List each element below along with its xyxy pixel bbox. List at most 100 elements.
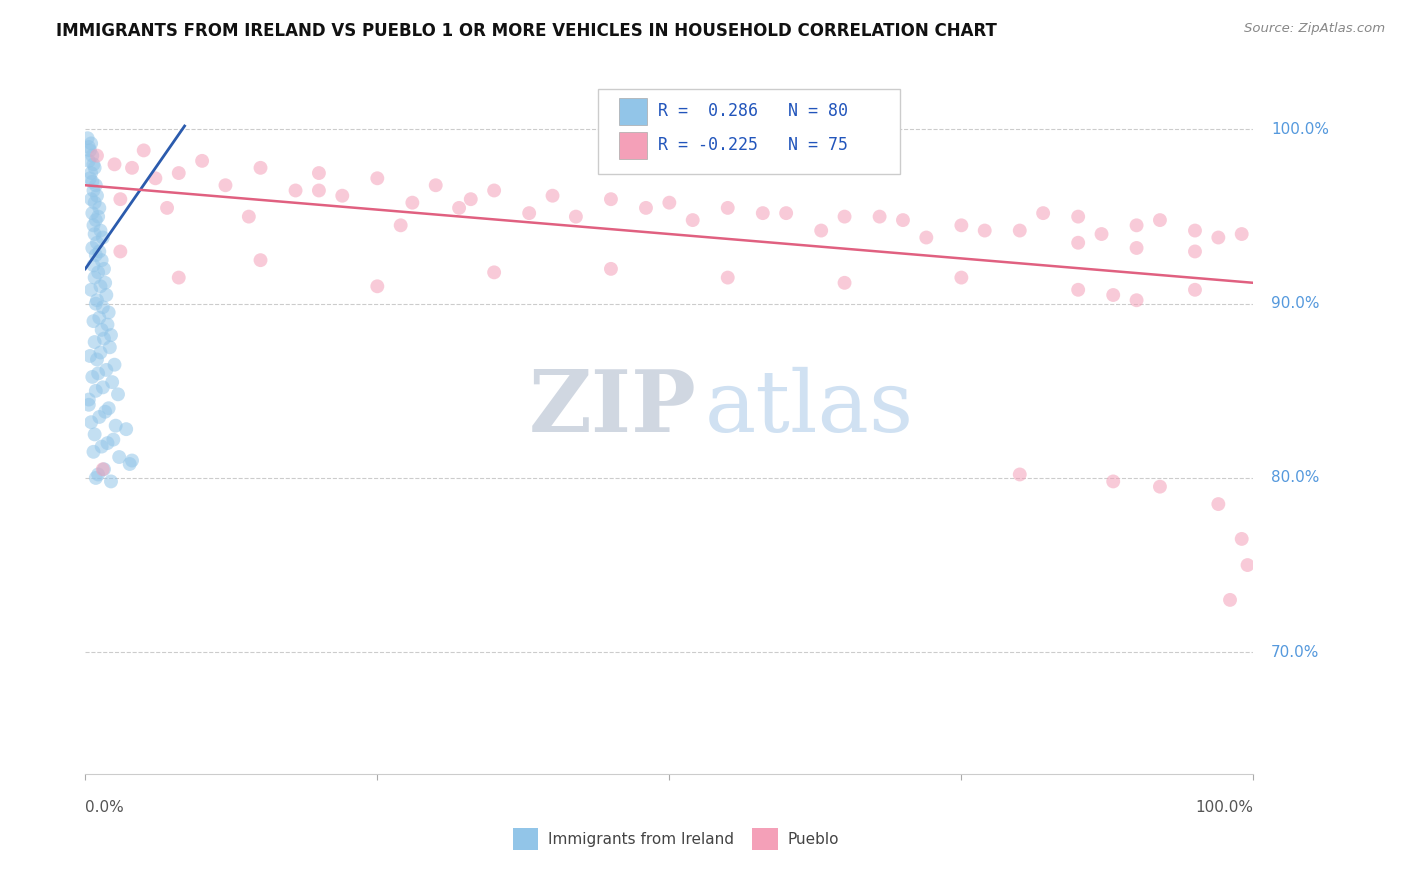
Point (869, 210, 891, 224)
Point (84, 296, 107, 310)
Point (93, 462, 115, 476)
Point (101, 375, 124, 389)
Point (1125, 293, 1147, 308)
Text: Immigrants from Ireland: Immigrants from Ireland (548, 832, 734, 847)
Point (1208, 230, 1230, 244)
Point (238, 210, 260, 224)
Point (1032, 206, 1054, 220)
Text: R =  0.286   N = 80: R = 0.286 N = 80 (658, 103, 848, 120)
Point (118, 457, 141, 471)
Point (460, 192, 482, 206)
Point (1149, 480, 1171, 494)
Point (717, 270, 740, 285)
Point (80, 415, 103, 429)
Point (79, 349, 101, 363)
Point (425, 178, 447, 193)
Point (86, 148, 108, 162)
Point (79, 171, 101, 186)
Point (77, 392, 100, 407)
Point (1090, 227, 1112, 241)
Point (1184, 244, 1206, 259)
Point (115, 422, 138, 436)
Point (145, 171, 167, 186)
Point (82, 259, 104, 273)
Point (249, 161, 271, 175)
Point (132, 144, 155, 158)
Point (891, 213, 914, 227)
Point (86, 188, 108, 202)
Point (82, 157, 104, 171)
Point (83, 227, 105, 241)
Point (89, 223, 111, 237)
Point (96, 363, 118, 377)
Point (90, 323, 112, 337)
Point (1008, 223, 1031, 237)
Point (482, 265, 505, 279)
Point (87, 367, 110, 381)
Point (191, 153, 214, 168)
Point (1008, 467, 1031, 482)
Point (121, 453, 143, 467)
Point (82, 445, 104, 459)
Point (973, 223, 995, 237)
Point (84, 248, 107, 262)
Point (90, 440, 112, 454)
Point (84, 471, 107, 485)
Point (1208, 497, 1230, 511)
Point (1067, 235, 1090, 250)
Point (82, 175, 104, 189)
Point (82, 314, 104, 328)
Point (308, 184, 330, 198)
Point (84, 384, 107, 398)
Point (77, 398, 100, 412)
Point (107, 387, 129, 401)
Point (1067, 283, 1090, 297)
Point (1230, 227, 1253, 241)
Point (717, 201, 740, 215)
Point (94, 276, 117, 290)
Point (80, 283, 103, 297)
Point (366, 279, 388, 293)
Point (82, 241, 104, 255)
Point (89, 244, 111, 259)
Point (110, 192, 132, 206)
Point (91, 300, 114, 314)
Point (86, 352, 108, 367)
Point (89, 279, 111, 293)
Point (330, 188, 353, 202)
Point (96, 436, 118, 450)
Text: 0.0%: 0.0% (86, 800, 124, 815)
Point (80, 166, 103, 180)
Point (950, 219, 973, 233)
Point (1184, 283, 1206, 297)
Point (308, 166, 330, 180)
Point (1230, 532, 1253, 546)
Point (810, 223, 832, 237)
Point (89, 201, 111, 215)
Point (600, 261, 623, 276)
Point (834, 276, 856, 290)
Point (91, 230, 114, 244)
Point (1149, 213, 1171, 227)
Text: Source: ZipAtlas.com: Source: ZipAtlas.com (1244, 22, 1385, 36)
Point (108, 450, 131, 464)
Point (1236, 558, 1258, 572)
Point (1219, 593, 1241, 607)
Text: ZIP: ZIP (529, 367, 697, 450)
Point (103, 433, 125, 447)
Point (87, 467, 110, 482)
Point (156, 201, 179, 215)
Text: 100.0%: 100.0% (1271, 122, 1329, 137)
Point (167, 270, 190, 285)
Point (82, 370, 104, 384)
Point (86, 293, 108, 308)
Point (366, 171, 388, 186)
Point (98, 340, 121, 354)
Point (1125, 241, 1147, 255)
Point (110, 244, 132, 259)
Point (79, 144, 101, 158)
Point (249, 253, 271, 268)
Point (482, 184, 505, 198)
Point (104, 418, 127, 433)
Point (100, 475, 122, 489)
